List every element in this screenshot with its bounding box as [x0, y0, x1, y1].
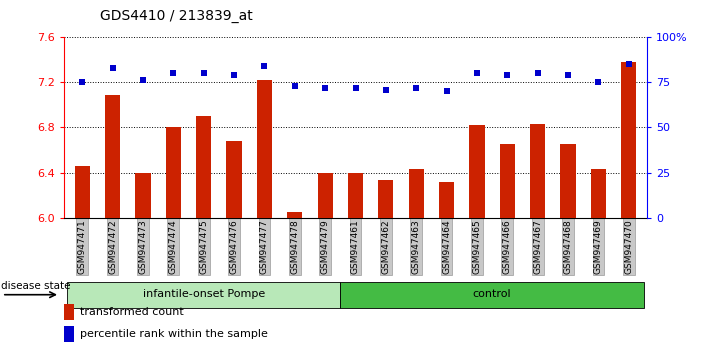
Bar	[196, 116, 211, 218]
Text: GDS4410 / 213839_at: GDS4410 / 213839_at	[100, 9, 252, 23]
Bar	[378, 181, 393, 218]
Point	[168, 70, 179, 76]
Text: transformed count: transformed count	[80, 307, 183, 318]
Bar	[135, 172, 151, 218]
Point	[289, 83, 301, 89]
Point	[77, 80, 88, 85]
Bar	[591, 169, 606, 218]
Bar	[318, 172, 333, 218]
FancyBboxPatch shape	[341, 282, 644, 308]
Bar	[469, 125, 485, 218]
Point	[593, 80, 604, 85]
Bar	[75, 166, 90, 218]
Text: percentile rank within the sample: percentile rank within the sample	[80, 330, 267, 339]
Point	[350, 85, 361, 91]
Point	[137, 78, 149, 83]
Bar	[64, 326, 75, 342]
Bar	[64, 304, 75, 320]
Bar	[409, 169, 424, 218]
Point	[471, 70, 483, 76]
Text: disease state: disease state	[1, 281, 70, 291]
Point	[319, 85, 331, 91]
Point	[623, 61, 634, 67]
Bar	[560, 144, 576, 218]
Text: infantile-onset Pompe: infantile-onset Pompe	[142, 289, 264, 299]
Point	[259, 63, 270, 69]
Point	[107, 65, 118, 71]
Bar	[439, 182, 454, 218]
FancyBboxPatch shape	[67, 282, 341, 308]
Point	[502, 72, 513, 78]
Bar	[348, 172, 363, 218]
Point	[441, 88, 452, 94]
Point	[198, 70, 209, 76]
Point	[380, 87, 392, 92]
Bar	[621, 62, 636, 218]
Text: control: control	[473, 289, 511, 299]
Point	[228, 72, 240, 78]
Bar	[500, 144, 515, 218]
Point	[562, 72, 574, 78]
Bar	[105, 95, 120, 218]
Bar	[166, 127, 181, 218]
Bar	[287, 212, 302, 218]
Point	[410, 85, 422, 91]
Bar	[257, 80, 272, 218]
Bar	[530, 124, 545, 218]
Point	[532, 70, 543, 76]
Bar	[226, 141, 242, 218]
